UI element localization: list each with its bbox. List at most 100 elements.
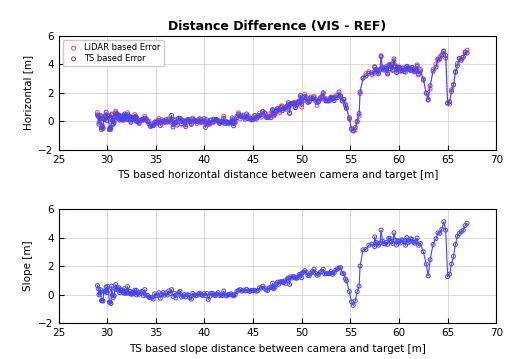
TS based Error — [380, 67, 388, 73]
LiDAR based Error — [151, 120, 159, 126]
TS based Error — [385, 62, 393, 67]
Point — [398, 237, 406, 243]
TS based Error — [241, 116, 249, 122]
LiDAR based Error — [413, 62, 421, 68]
TS based Error — [395, 65, 403, 70]
LiDAR based Error — [272, 109, 280, 115]
Point — [459, 227, 467, 233]
LiDAR based Error — [424, 97, 432, 103]
X-axis label: TS based slope distance between camera and target [m]: TS based slope distance between camera a… — [129, 344, 426, 354]
LiDAR based Error — [451, 69, 460, 74]
Point — [132, 292, 140, 298]
LiDAR based Error — [362, 71, 370, 76]
TS based Error — [244, 116, 252, 122]
LiDAR based Error — [440, 48, 448, 54]
LiDAR based Error — [377, 53, 385, 59]
LiDAR based Error — [124, 116, 132, 122]
Point — [179, 293, 187, 299]
Point — [389, 241, 397, 246]
TS based Error — [378, 66, 386, 71]
TS based Error — [324, 98, 332, 104]
LiDAR based Error — [106, 126, 114, 131]
TS based Error — [204, 121, 212, 127]
TS based Error — [432, 64, 440, 70]
LiDAR based Error — [308, 96, 317, 102]
LiDAR based Error — [380, 65, 388, 71]
TS based Error — [149, 123, 157, 129]
LiDAR based Error — [131, 113, 139, 119]
LiDAR based Error — [183, 119, 191, 125]
Point — [256, 285, 264, 290]
Point — [286, 281, 294, 287]
LiDAR based Error — [254, 115, 262, 120]
Point — [213, 291, 221, 297]
Point — [310, 266, 318, 272]
LiDAR based Error — [203, 119, 211, 125]
TS based Error — [186, 119, 194, 125]
Point — [451, 242, 460, 247]
Point — [130, 290, 138, 296]
TS based Error — [373, 68, 381, 74]
LiDAR based Error — [124, 110, 132, 116]
Point — [121, 290, 129, 296]
TS based Error — [386, 66, 394, 72]
Point — [261, 285, 269, 291]
TS based Error — [257, 112, 265, 118]
TS based Error — [332, 95, 340, 101]
TS based Error — [124, 112, 132, 117]
TS based Error — [284, 100, 292, 106]
LiDAR based Error — [273, 106, 281, 112]
TS based Error — [273, 106, 281, 112]
Point — [327, 269, 335, 275]
LiDAR based Error — [387, 63, 395, 69]
TS based Error — [112, 112, 121, 118]
Point — [132, 288, 140, 293]
TS based Error — [147, 123, 155, 129]
Point — [308, 269, 317, 275]
TS based Error — [454, 63, 462, 69]
TS based Error — [250, 113, 259, 118]
TS based Error — [391, 63, 400, 69]
LiDAR based Error — [242, 114, 250, 120]
Point — [190, 292, 198, 298]
LiDAR based Error — [134, 118, 142, 124]
Point — [247, 288, 256, 293]
Point — [414, 242, 422, 248]
Point — [191, 293, 200, 299]
TS based Error — [262, 115, 270, 120]
Point — [375, 242, 383, 248]
TS based Error — [172, 120, 180, 125]
Point — [408, 237, 416, 242]
LiDAR based Error — [217, 120, 225, 125]
LiDAR based Error — [321, 98, 329, 103]
Point — [259, 283, 267, 289]
LiDAR based Error — [145, 118, 153, 124]
LiDAR based Error — [302, 96, 310, 102]
Point — [120, 290, 128, 296]
LiDAR based Error — [125, 113, 133, 119]
LiDAR based Error — [432, 61, 440, 67]
LiDAR based Error — [211, 118, 219, 124]
Legend: LiDAR based Error, TS based Error: LiDAR based Error, TS based Error — [63, 40, 164, 66]
Point — [104, 284, 112, 289]
Point — [108, 292, 117, 298]
TS based Error — [109, 121, 118, 127]
LiDAR based Error — [136, 118, 145, 123]
LiDAR based Error — [336, 93, 345, 99]
LiDAR based Error — [139, 117, 148, 123]
TS based Error — [153, 119, 161, 125]
TS based Error — [414, 71, 422, 77]
Point — [165, 288, 173, 294]
LiDAR based Error — [293, 102, 301, 108]
LiDAR based Error — [166, 118, 174, 123]
TS based Error — [252, 116, 261, 122]
Point — [394, 238, 402, 244]
LiDAR based Error — [365, 69, 373, 75]
LiDAR based Error — [383, 70, 391, 76]
Point — [461, 223, 469, 228]
LiDAR based Error — [289, 100, 297, 106]
LiDAR based Error — [197, 120, 205, 125]
TS based Error — [221, 120, 229, 126]
Point — [156, 295, 164, 301]
Point — [292, 275, 300, 281]
